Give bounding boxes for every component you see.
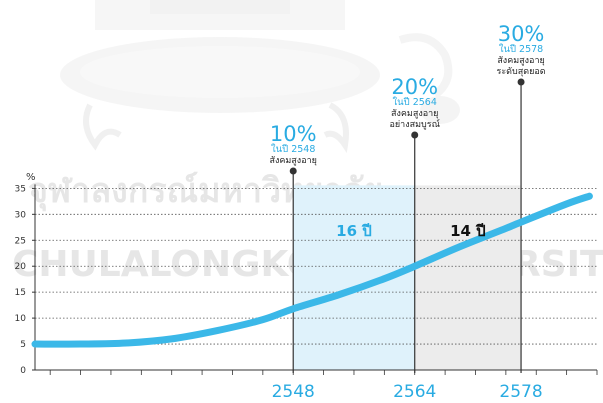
annotation-marker-dot: [517, 78, 525, 86]
band-label: 14 ปี: [450, 222, 486, 240]
y-tick-label: 20: [15, 262, 27, 272]
y-tick-labels: 0 5 10 15 20 25 30 35: [15, 184, 27, 376]
annotations: สังคมสูงอายุในปี 254810%สังคมสูงอายุอย่า…: [269, 22, 545, 166]
annotation-description: สังคมสูงอายุ: [269, 156, 316, 166]
y-tick-label: 5: [20, 340, 26, 350]
y-tick-label: 0: [20, 366, 26, 376]
x-year-labels: 2548 2564 2578: [272, 382, 543, 402]
x-tick-marks: [49, 370, 598, 375]
y-tick-label: 10: [15, 314, 27, 324]
x-year-label: 2564: [393, 382, 436, 402]
y-tick-label: 25: [15, 236, 26, 246]
period-bands: [293, 185, 522, 370]
axes: [34, 184, 597, 371]
annotation-percent: 20%: [391, 75, 438, 99]
band-label: 16 ปี: [336, 222, 372, 240]
annotation-year: ในปี 2564: [393, 96, 437, 108]
y-tick-label: 15: [15, 288, 26, 298]
annotation-marker-dot: [411, 131, 419, 139]
annotation-description: สังคมสูงอายุ: [391, 109, 438, 119]
annotation-markers: [289, 78, 525, 373]
y-axis-unit-label: %: [26, 172, 36, 183]
x-year-label: 2578: [499, 382, 542, 402]
university-seal-watermark: [60, 0, 460, 153]
series-line: [31, 192, 593, 348]
annotation-year: ในปี 2548: [271, 143, 315, 155]
y-tick-label: 35: [15, 184, 26, 194]
annotation-year: ในปี 2578: [499, 43, 543, 55]
band-labels: 16 ปี 14 ปี: [336, 222, 486, 240]
period-band: [293, 185, 415, 370]
y-gridlines: [32, 187, 597, 371]
annotation-description: สังคมสูงอายุ: [497, 56, 544, 66]
series-layer: [31, 192, 593, 348]
annotation-description: อย่างสมบูรณ์: [390, 118, 440, 130]
annotation-percent: 30%: [498, 22, 545, 46]
annotation-percent: 10%: [270, 122, 317, 146]
annotation-marker-dot: [289, 167, 297, 175]
annotation-description: ระดับสุดยอด: [497, 67, 546, 77]
period-band: [414, 185, 522, 370]
x-year-label: 2548: [272, 382, 315, 402]
y-tick-label: 30: [15, 210, 27, 220]
